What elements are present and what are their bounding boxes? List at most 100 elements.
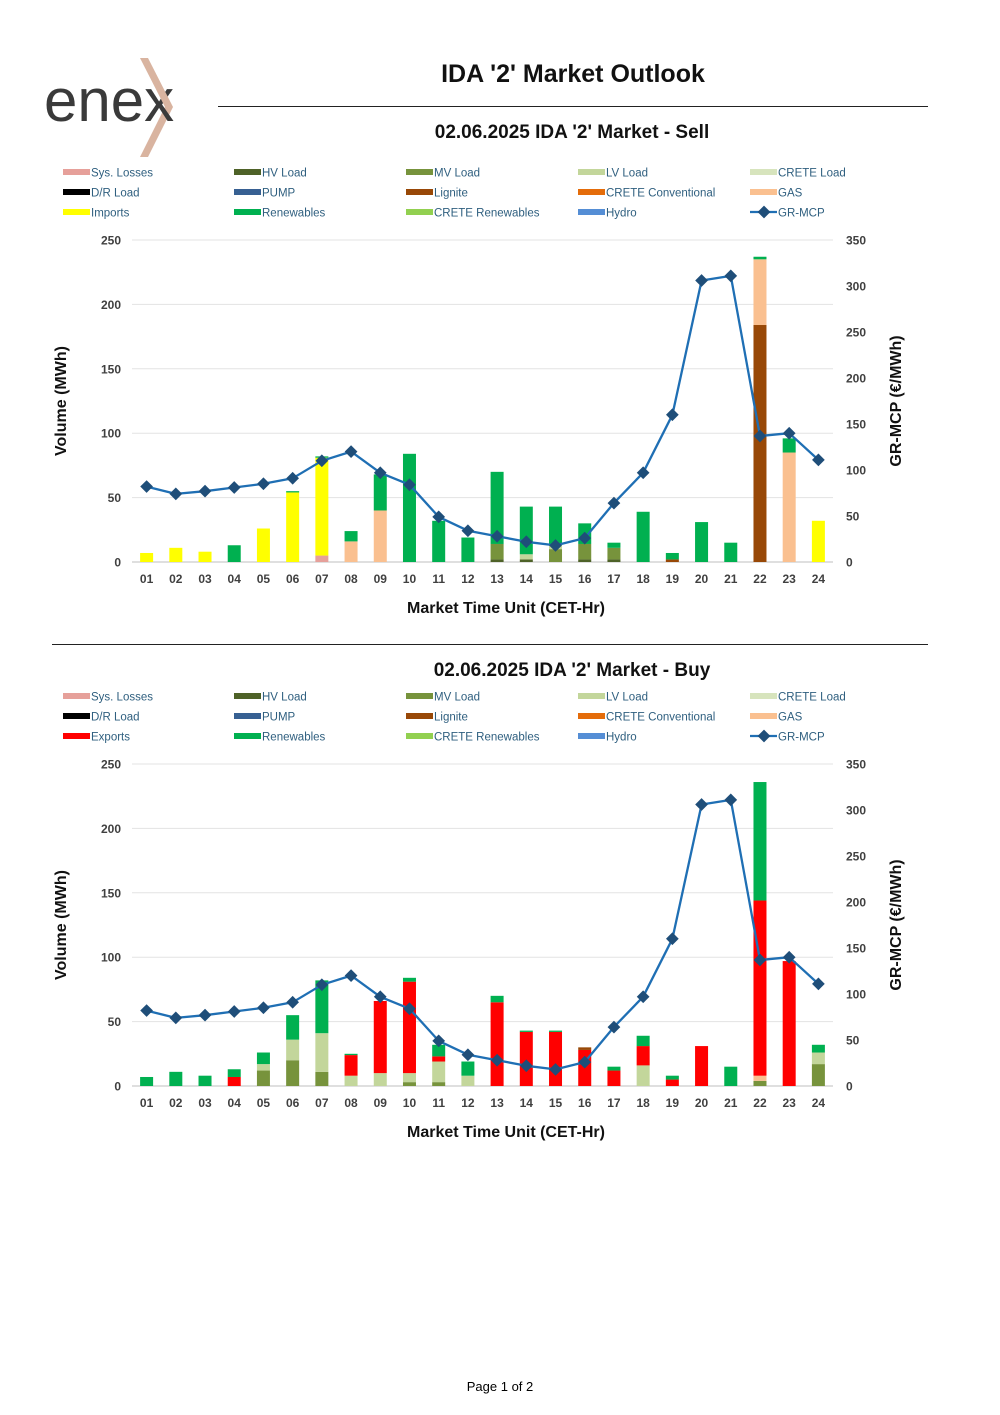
mcp-marker — [286, 471, 300, 485]
mcp-marker — [257, 1001, 270, 1015]
bar-renewables — [753, 782, 767, 901]
mcp-marker — [549, 1063, 562, 1076]
legend-item-lignite: Lignite — [406, 188, 468, 200]
legend-item-crete_conv: CRETE Conventional — [578, 712, 715, 724]
bar-hv_load — [519, 559, 533, 562]
x-tick-label: 10 — [403, 1096, 417, 1110]
mcp-marker — [695, 274, 708, 287]
x-tick-label: 04 — [228, 572, 242, 586]
bar-exports — [753, 900, 767, 1076]
mcp-marker — [315, 454, 329, 468]
bar-lv_load — [636, 1065, 650, 1086]
bar-renewables — [256, 1052, 270, 1065]
bar-hv_load — [607, 559, 621, 562]
bar-mv_load — [578, 543, 592, 560]
title-divider — [218, 106, 928, 107]
x-tick-label: 21 — [724, 1096, 738, 1110]
legend-label: Hydro — [606, 208, 637, 220]
legend-item-exports: Exports — [63, 732, 130, 744]
y-tick-label: 200 — [101, 298, 121, 312]
y-tick-label: 200 — [101, 822, 121, 836]
bar-lignite — [753, 325, 767, 562]
mcp-marker — [286, 995, 300, 1009]
x-tick-label: 20 — [695, 572, 709, 586]
y2-tick-label: 50 — [846, 1034, 860, 1048]
bar-mv_load — [256, 1070, 270, 1086]
bar-gas — [753, 1075, 767, 1081]
y2-tick-label: 300 — [846, 280, 866, 294]
x-tick-label: 08 — [344, 1096, 358, 1110]
legend-item-lignite: Lignite — [406, 712, 468, 724]
legend-swatch — [578, 209, 605, 215]
bar-renewables — [665, 1075, 679, 1080]
bar-gas — [753, 259, 767, 326]
bar-renewables — [140, 1076, 154, 1086]
bar-renewables — [753, 256, 767, 260]
bar-imports — [198, 551, 212, 562]
x-tick-label: 21 — [724, 572, 738, 586]
bar-renewables — [519, 1030, 533, 1032]
bar-renewables — [490, 995, 504, 1003]
x-tick-label: 02 — [169, 572, 183, 586]
legend-swatch — [750, 189, 777, 195]
x-tick-label: 18 — [636, 1096, 650, 1110]
legend-label: D/R Load — [91, 188, 140, 200]
bar-lv_load — [402, 1073, 416, 1083]
mcp-marker — [227, 481, 241, 494]
legend-swatch — [63, 189, 90, 195]
bar-renewables — [402, 977, 416, 982]
chart-title: 02.06.2025 IDA '2' Market - Sell — [435, 122, 709, 143]
bar-renewables — [461, 537, 475, 562]
y-tick-label: 150 — [101, 886, 121, 900]
legend-label: CRETE Load — [778, 692, 846, 704]
mcp-marker — [140, 480, 153, 493]
logo-chevron-lower — [140, 107, 173, 157]
legend-swatch — [578, 169, 605, 175]
y2-tick-label: 200 — [846, 896, 866, 910]
x-tick-label: 16 — [578, 572, 592, 586]
x-tick-label: 03 — [198, 1096, 212, 1110]
bar-renewables — [169, 1071, 183, 1086]
legend-label: Exports — [91, 732, 130, 744]
mcp-marker — [724, 269, 738, 283]
legend-item-renewables: Renewables — [234, 732, 326, 744]
legend-item-lv_load: LV Load — [578, 168, 648, 180]
x-tick-label: 17 — [607, 1096, 621, 1110]
legend-item-crete_load: CRETE Load — [750, 168, 846, 180]
bar-gas — [373, 510, 387, 562]
legend-swatch — [578, 733, 605, 739]
bar-gas — [344, 541, 358, 562]
legend-item-renewables: Renewables — [234, 208, 326, 220]
bar-exports — [432, 1056, 446, 1062]
bar-renewables — [811, 1044, 825, 1053]
y2-axis-title: GR-MCP (€/MWh) — [888, 859, 905, 990]
legend-swatch — [234, 693, 261, 699]
legend-label: LV Load — [606, 692, 648, 704]
x-tick-label: 22 — [753, 572, 767, 586]
bar-renewables — [490, 471, 504, 544]
x-tick-label: 06 — [286, 1096, 300, 1110]
mcp-marker — [198, 484, 212, 498]
y-tick-label: 0 — [114, 1080, 121, 1094]
legend-swatch — [750, 693, 777, 699]
y2-tick-label: 150 — [846, 418, 866, 432]
buy-chart: 02.06.2025 IDA '2' Market - Buy Sys. Loss… — [53, 660, 905, 1141]
legend-swatch — [406, 693, 433, 699]
x-tick-label: 04 — [228, 1096, 242, 1110]
y-tick-label: 100 — [101, 427, 121, 441]
y2-tick-label: 50 — [846, 510, 860, 524]
legend-item-mv_load: MV Load — [406, 168, 480, 180]
legend-label: PUMP — [262, 712, 296, 724]
bar-renewables — [607, 542, 621, 548]
x-tick-label: 11 — [432, 572, 445, 586]
legend-item-dr_load: D/R Load — [63, 188, 140, 200]
legend-item-dr_load: D/R Load — [63, 712, 140, 724]
x-tick-label: 12 — [461, 1096, 475, 1110]
x-tick-label: 24 — [812, 572, 826, 586]
bar-hv_load — [578, 559, 592, 562]
mcp-line — [146, 274, 820, 547]
legend-label: CRETE Load — [778, 168, 846, 180]
legend-item-gas: GAS — [750, 712, 803, 724]
legend-swatch — [234, 209, 261, 215]
x-tick-label: 09 — [374, 572, 388, 586]
